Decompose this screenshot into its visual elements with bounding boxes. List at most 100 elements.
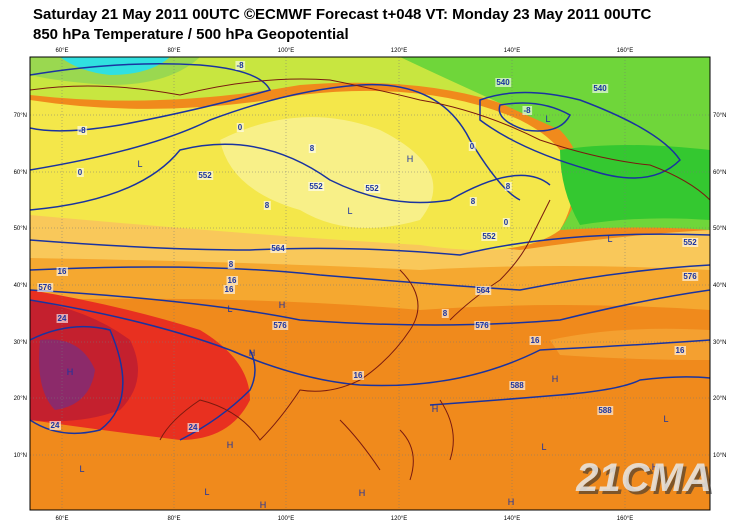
- contour-label: 552: [364, 184, 381, 193]
- contour-label-bg: [49, 421, 61, 430]
- pressure-center: H: [279, 300, 286, 310]
- coastlines: [30, 78, 710, 481]
- pressure-center: L: [227, 304, 232, 314]
- contour-label-bg: [56, 267, 68, 276]
- contour-label: 16: [676, 346, 685, 355]
- contour-label-bg: [270, 244, 287, 253]
- longitude-label: 140°E: [504, 516, 520, 522]
- contour-label: 0: [76, 168, 84, 177]
- contour-label: 0: [504, 218, 509, 227]
- contour-label-bg: [502, 218, 510, 227]
- contour-label: 16: [225, 285, 234, 294]
- contour-label-bg: [474, 321, 491, 330]
- latitude-label: 10°N: [14, 453, 27, 459]
- contour-label: 0: [238, 123, 243, 132]
- watermark-shadow: 21CMA: [578, 459, 715, 503]
- contour-label: 552: [682, 238, 699, 247]
- contour-label: 0: [502, 218, 510, 227]
- contour-label: 576: [682, 272, 699, 281]
- pressure-center: L: [204, 487, 209, 497]
- pressure-center: H: [407, 154, 414, 164]
- contour-label: 24: [51, 421, 60, 430]
- latitude-label: 60°N: [14, 170, 27, 176]
- contour-label: 16: [529, 336, 541, 345]
- contour-label-bg: [592, 84, 609, 93]
- contour-label: 576: [273, 321, 287, 330]
- pressure-center: H: [432, 404, 439, 414]
- contour-label: 552: [309, 182, 323, 191]
- contour-label: 8: [308, 144, 316, 153]
- contour-label: 0: [468, 142, 476, 151]
- latitude-label: 50°N: [14, 226, 27, 232]
- contour-label: -8: [236, 61, 244, 70]
- contour-label: 564: [475, 286, 492, 295]
- contour-label: 552: [308, 182, 325, 191]
- contour-label: 552: [482, 232, 496, 241]
- contour-label: 8: [469, 197, 477, 206]
- contour-label: 8: [265, 201, 270, 210]
- contour-label: 8: [263, 201, 271, 210]
- contour-label: 8: [506, 182, 511, 191]
- contour-label-bg: [76, 168, 84, 177]
- contour-label-bg: [504, 182, 512, 191]
- contour-label: 8: [504, 182, 512, 191]
- longitude-label: 60°E: [55, 516, 68, 522]
- contour-label-bg: [597, 406, 614, 415]
- contour-label-bg: [223, 285, 235, 294]
- latitude-label: 40°N: [14, 283, 27, 289]
- contour-label: 588: [597, 406, 614, 415]
- contour-label: 16: [674, 346, 686, 355]
- contour-label: 16: [228, 276, 237, 285]
- contour-label: 576: [37, 283, 54, 292]
- contour-label: 552: [481, 232, 498, 241]
- contour-label: 540: [592, 84, 609, 93]
- contour-label: -8: [235, 61, 246, 70]
- contour-label: 588: [598, 406, 612, 415]
- contour-label-bg: [187, 423, 199, 432]
- contour-label: 24: [58, 314, 67, 323]
- contour-label-bg: [235, 61, 246, 70]
- contour-label: 16: [58, 267, 67, 276]
- longitude-label: 100°E: [278, 48, 294, 54]
- contour-label: 552: [683, 238, 697, 247]
- contour-label: 540: [593, 84, 607, 93]
- contour-label: 16: [223, 285, 235, 294]
- contour-label-bg: [682, 272, 699, 281]
- longitude-label: 140°E: [504, 48, 520, 54]
- contour-label: 576: [683, 272, 697, 281]
- contour-label-bg: [529, 336, 541, 345]
- contour-label: 564: [270, 244, 287, 253]
- contour-label: 24: [49, 421, 61, 430]
- contour-label: 16: [354, 371, 363, 380]
- longitude-label: 60°E: [55, 48, 68, 54]
- contour-label-bg: [352, 371, 364, 380]
- contour-label: 0: [470, 142, 475, 151]
- contour-label-bg: [481, 232, 498, 241]
- contour-label: 16: [531, 336, 540, 345]
- latitude-label: 70°N: [713, 113, 726, 119]
- contour-label-bg: [263, 201, 271, 210]
- contour-label: 552: [365, 184, 379, 193]
- latitude-label: 30°N: [713, 340, 726, 346]
- longitude-label: 100°E: [278, 516, 294, 522]
- map-frame: [29, 56, 711, 511]
- pressure-center: L: [79, 464, 84, 474]
- pressure-center: H: [552, 374, 559, 384]
- pressure-center: H: [359, 488, 366, 498]
- pressure-center: H: [260, 500, 267, 510]
- contour-label: 24: [56, 314, 68, 323]
- contour-label: 564: [476, 286, 490, 295]
- contour-label-bg: [469, 197, 477, 206]
- latitude-label: 30°N: [14, 340, 27, 346]
- contour-label: 576: [474, 321, 491, 330]
- contour-label: -8: [78, 126, 86, 135]
- pressure-center: L: [607, 234, 612, 244]
- pressure-center: L: [545, 114, 550, 124]
- contour-label-bg: [674, 346, 686, 355]
- contour-label: 8: [441, 309, 449, 318]
- contour-label: -8: [523, 106, 531, 115]
- contour-label-bg: [308, 144, 316, 153]
- latitude-label: 70°N: [14, 113, 27, 119]
- latitude-label: 10°N: [713, 453, 726, 459]
